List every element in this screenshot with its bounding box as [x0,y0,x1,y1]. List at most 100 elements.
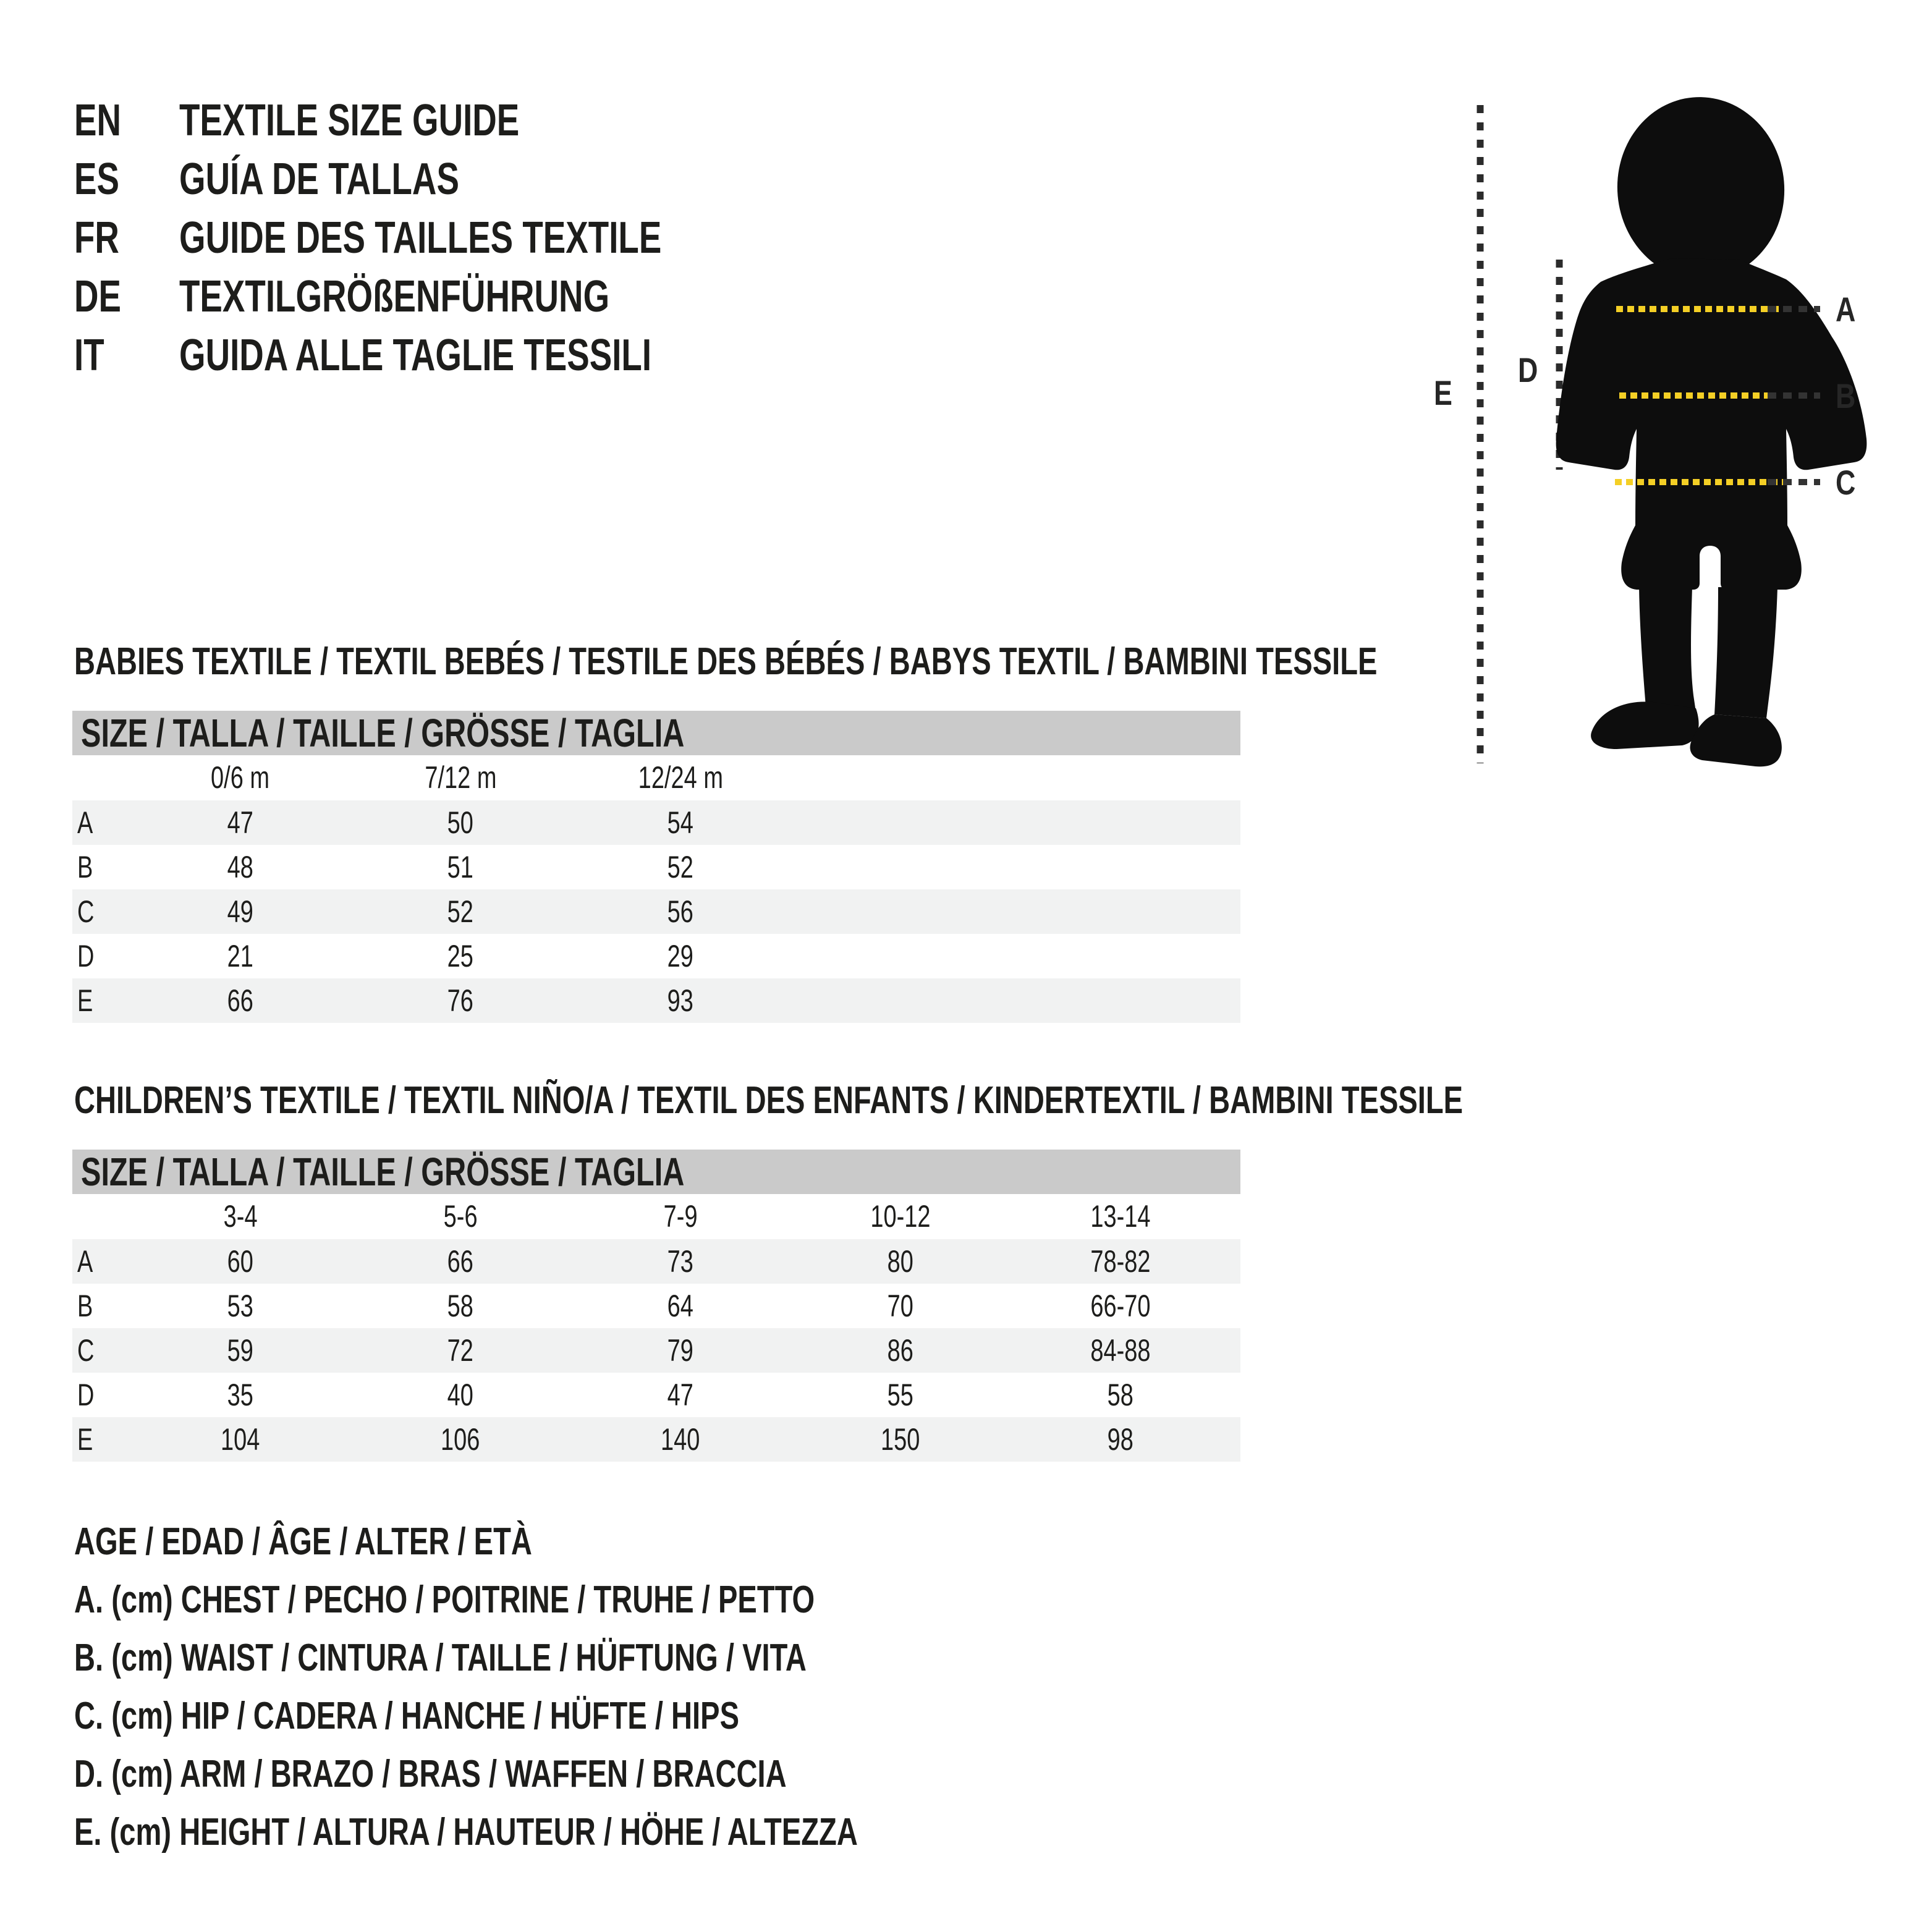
table-row-e: E 66 76 93 [72,978,1240,1023]
cell: 50 [447,805,474,840]
child-silhouette [1556,97,1867,767]
babies-size-header-bar: SIZE / TALLA / TAILLE / GRÖSSE / TAGLIA [72,711,1240,755]
cell: 66 [447,1244,474,1279]
row-label: C [77,894,95,929]
label-b: B [1836,376,1855,415]
language-row-it: IT GUIDA ALLE TAGLIE TESSILI [74,326,814,385]
language-title-list: EN TEXTILE SIZE GUIDE ES GUÍA DE TALLAS … [74,91,814,385]
legend-hip: C. (cm) HIP / CADERA / HANCHE / HÜFTE / … [74,1695,740,1737]
table-row-e: E 104 106 140 150 98 [72,1417,1240,1462]
table-row-b: B 53 58 64 70 66-70 [72,1284,1240,1328]
cell: 66-70 [1090,1289,1151,1323]
table-row-a: A 60 66 73 80 78-82 [72,1239,1240,1284]
cell: 79 [667,1333,694,1368]
cell: 140 [661,1422,700,1457]
cell: 86 [887,1333,914,1368]
cell: 64 [667,1289,694,1323]
babies-column-header-row: 0/6 m 7/12 m 12/24 m [72,755,1240,800]
column-header: 0/6 m [211,760,270,795]
measurement-legend: AGE / EDAD / ÂGE / ALTER / ETÀ A. (cm) C… [74,1513,1105,1862]
cell: 76 [447,983,474,1018]
cell: 60 [227,1244,254,1279]
row-label: E [77,1422,93,1457]
language-code: DE [74,272,122,321]
row-label: C [77,1333,95,1368]
cell: 66 [227,983,254,1018]
cell: 52 [667,850,694,884]
children-size-header-bar: SIZE / TALLA / TAILLE / GRÖSSE / TAGLIA [72,1150,1240,1194]
language-row-en: EN TEXTILE SIZE GUIDE [74,91,814,150]
table-row-d: D 21 25 29 [72,934,1240,978]
cell: 40 [447,1378,474,1412]
cell: 70 [887,1289,914,1323]
label-d: D [1518,350,1538,389]
row-label: A [77,1244,93,1279]
cell: 53 [227,1289,254,1323]
column-header: 3-4 [223,1199,258,1234]
cell: 49 [227,894,254,929]
cell: 106 [441,1422,480,1457]
label-a: A [1836,290,1855,329]
table-row-a: A 47 50 54 [72,800,1240,845]
column-header: 12/24 m [638,760,723,795]
language-code: IT [74,331,104,380]
table-row-b: B 48 51 52 [72,845,1240,889]
language-code: ES [74,155,119,204]
guide-title-en: TEXTILE SIZE GUIDE [179,96,520,145]
cell: 58 [447,1289,474,1323]
row-label: D [77,1378,95,1412]
babies-size-table: SIZE / TALLA / TAILLE / GRÖSSE / TAGLIA … [72,711,1240,1023]
language-row-de: DE TEXTILGRÖßENFÜHRUNG [74,268,814,326]
label-c: C [1836,463,1855,502]
guide-title-it: GUIDA ALLE TAGLIE TESSILI [179,331,652,380]
guide-title-fr: GUIDE DES TAILLES TEXTILE [179,213,662,263]
cell: 54 [667,805,694,840]
row-label: D [77,939,95,973]
cell: 72 [447,1333,474,1368]
cell: 55 [887,1378,914,1412]
cell: 58 [1107,1378,1134,1412]
legend-waist: B. (cm) WAIST / CINTURA / TAILLE / HÜFTU… [74,1637,807,1679]
table-row-d: D 35 40 47 55 58 [72,1373,1240,1417]
cell: 59 [227,1333,254,1368]
cell: 80 [887,1244,914,1279]
cell: 52 [447,894,474,929]
cell: 29 [667,939,694,973]
column-header: 5-6 [443,1199,478,1234]
cell: 35 [227,1378,254,1412]
row-label: A [77,805,93,840]
cell: 150 [881,1422,920,1457]
column-header: 10-12 [870,1199,931,1234]
label-e: E [1434,373,1452,412]
children-section-title: CHILDREN’S TEXTILE / TEXTIL NIÑO/A / TEX… [74,1079,1464,1122]
children-column-header-row: 3-4 5-6 7-9 10-12 13-14 [72,1194,1240,1239]
cell: 51 [447,850,474,884]
measurement-diagram: A B C D E [1409,62,1932,803]
language-row-es: ES GUÍA DE TALLAS [74,150,814,209]
legend-age: AGE / EDAD / ÂGE / ALTER / ETÀ [74,1520,532,1563]
cell: 47 [667,1378,694,1412]
column-header: 13-14 [1090,1199,1151,1234]
language-code: EN [74,96,122,145]
row-label: E [77,983,93,1018]
cell: 73 [667,1244,694,1279]
cell: 98 [1107,1422,1134,1457]
child-silhouette-figure: A B C D E [1434,97,1867,767]
table-row-c: C 59 72 79 86 84-88 [72,1328,1240,1373]
guide-title-de: TEXTILGRÖßENFÜHRUNG [179,272,610,321]
children-size-table: SIZE / TALLA / TAILLE / GRÖSSE / TAGLIA … [72,1150,1240,1462]
legend-arm: D. (cm) ARM / BRAZO / BRAS / WAFFEN / BR… [74,1753,787,1795]
legend-chest: A. (cm) CHEST / PECHO / POITRINE / TRUHE… [74,1578,815,1621]
babies-section-title: BABIES TEXTILE / TEXTIL BEBÉS / TESTILE … [74,640,1378,683]
cell: 104 [221,1422,260,1457]
cell: 78-82 [1090,1244,1151,1279]
column-header: 7/12 m [424,760,497,795]
guide-title-es: GUÍA DE TALLAS [179,155,459,204]
row-label: B [77,850,93,884]
cell: 56 [667,894,694,929]
cell: 93 [667,983,694,1018]
language-code: FR [74,213,119,263]
cell: 84-88 [1090,1333,1151,1368]
column-header: 7-9 [663,1199,698,1234]
